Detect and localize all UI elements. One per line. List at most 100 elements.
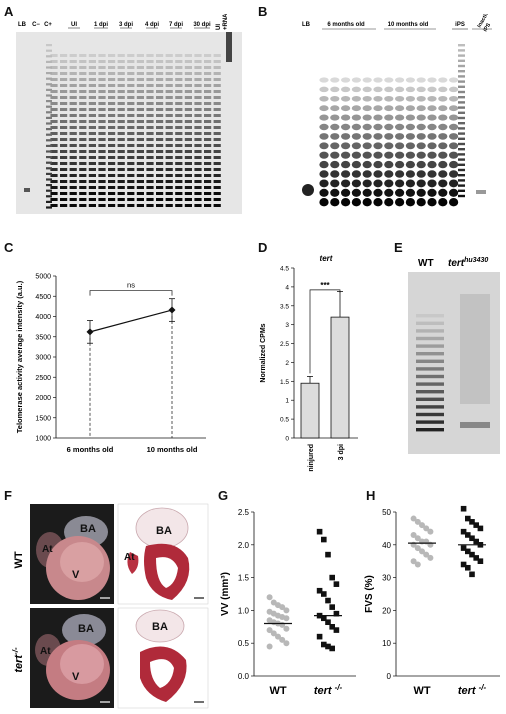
c-y-axis-label: Telomerase activity average intensity (a…: [15, 280, 24, 433]
gel-b-ips-band: [458, 59, 465, 62]
gel-a-band: [146, 162, 154, 165]
gel-b-band: [384, 151, 394, 159]
gel-a-band: [98, 120, 106, 123]
gel-b-band: [384, 188, 394, 197]
gel-a-band: [69, 132, 77, 135]
gel-a-band: [175, 66, 183, 69]
gel-a-band: [127, 78, 135, 81]
gel-b-lb-band: [302, 184, 314, 196]
gel-a-band: [79, 132, 87, 135]
gel-e-wt-band: [416, 367, 444, 371]
gel-a-band: [194, 144, 202, 147]
gel-a-band: [88, 198, 96, 201]
gel-a-band: [127, 66, 135, 69]
gel-a-band: [117, 132, 125, 135]
gel-a-band: [117, 108, 125, 111]
gel-a-band: [136, 72, 144, 75]
gel-a-band: [69, 108, 77, 111]
gel-b-band: [319, 188, 329, 197]
gel-a-band: [156, 162, 164, 165]
gel-b-ips-band: [458, 44, 465, 47]
gel-a-band: [69, 102, 77, 105]
gel-b-band: [405, 133, 415, 140]
gel-a-band: [136, 174, 144, 177]
gel-a-band: [127, 180, 135, 183]
gel-a-band: [146, 186, 154, 189]
gel-a-band: [175, 162, 183, 165]
gel-b-band: [405, 170, 415, 178]
gel-b-band: [405, 114, 415, 121]
gel-a-band: [98, 192, 106, 195]
gel-a-band: [98, 138, 106, 141]
gel-b-band: [330, 95, 340, 102]
g-point-wt: [266, 643, 273, 650]
h-point-tert: [469, 571, 475, 578]
d-y-tick-label: 3.5: [280, 303, 289, 310]
gel-b-band: [384, 160, 394, 169]
gel-a-marker-band: [46, 206, 52, 209]
gel-b-band: [395, 151, 405, 159]
gel-a-band: [165, 66, 173, 69]
gel-b-band: [438, 105, 448, 112]
gel-a-marker-band: [46, 172, 52, 175]
gel-a-band: [60, 102, 68, 105]
g-point-wt: [283, 640, 290, 647]
gel-a-band: [194, 150, 202, 153]
gel-a-band: [117, 186, 125, 189]
h-point-wt: [414, 561, 421, 568]
gel-a-band: [60, 114, 68, 117]
gel-a-marker-band: [46, 133, 52, 136]
gel-a-band: [156, 84, 164, 87]
gel-b-band: [330, 198, 340, 207]
heart-section-tert: BA V: [117, 607, 209, 709]
gel-a-band: [213, 90, 221, 93]
gel-a-band: [69, 150, 77, 153]
gel-a-band: [204, 96, 212, 99]
gel-a-band: [204, 84, 212, 87]
gel-a-band: [98, 180, 106, 183]
gel-a-band: [165, 114, 173, 117]
h-point-tert: [477, 525, 484, 532]
gel-a-band: [117, 144, 125, 147]
gel-b-band: [427, 188, 437, 197]
gel-a-band: [204, 108, 212, 111]
gel-a-band: [175, 132, 183, 135]
gel-b-band: [384, 142, 394, 150]
gel-a-band: [204, 180, 212, 183]
gel-b-band: [351, 77, 361, 83]
gel-b-band: [330, 142, 340, 150]
gel-a-band: [117, 162, 125, 165]
gel-b-band: [395, 142, 405, 150]
gel-b-band: [449, 142, 459, 150]
heart-images-panel-f: WT tert-/- BA At V BA At V BA At V: [11, 503, 209, 709]
gel-b-band: [405, 188, 415, 197]
gel-a-band: [69, 162, 77, 165]
gel-b-band: [438, 133, 448, 140]
gel-b-band: [362, 142, 372, 150]
gel-a-band: [175, 144, 183, 147]
gel-b-band: [438, 95, 448, 102]
gel-b-band: [319, 114, 329, 121]
gel-a-band: [50, 132, 58, 135]
gel-a-marker-band: [46, 195, 52, 198]
gel-a-band: [50, 192, 58, 195]
gel-a-band: [136, 90, 144, 93]
gel-a-band: [156, 72, 164, 75]
gel-a-band: [60, 150, 68, 153]
gel-b-ips-band: [458, 122, 465, 125]
gel-a-band: [136, 66, 144, 69]
gel-a-band: [184, 102, 192, 105]
gel-a-band: [117, 78, 125, 81]
gel-a-band: [117, 96, 125, 99]
gel-a-band: [50, 204, 58, 207]
gel-a-band: [146, 144, 154, 147]
g-point-wt: [266, 594, 273, 601]
gel-b-band: [384, 77, 394, 83]
gel-a-band: [194, 108, 202, 111]
gel-a-band: [184, 84, 192, 87]
gel-b-ips-band: [458, 137, 465, 140]
gel-a-band: [98, 168, 106, 171]
gel-b-ips-band: [458, 49, 465, 52]
gel-a-band: [127, 114, 135, 117]
gel-b-band: [330, 123, 340, 131]
